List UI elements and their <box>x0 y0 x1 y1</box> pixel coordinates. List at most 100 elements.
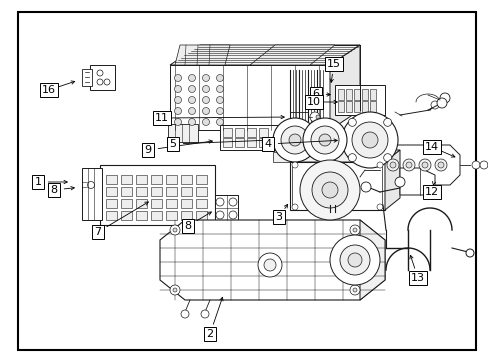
Circle shape <box>402 159 414 171</box>
Polygon shape <box>289 162 384 210</box>
Circle shape <box>405 162 411 168</box>
Bar <box>325 211 337 217</box>
Bar <box>353 89 359 100</box>
Circle shape <box>181 310 189 318</box>
Circle shape <box>188 96 195 104</box>
Bar <box>168 124 198 142</box>
Bar <box>151 211 162 220</box>
Circle shape <box>318 134 330 146</box>
Circle shape <box>216 118 223 126</box>
Bar <box>220 125 278 150</box>
Text: 5: 5 <box>169 139 176 149</box>
Circle shape <box>352 288 356 292</box>
Circle shape <box>361 132 377 148</box>
Polygon shape <box>379 145 459 185</box>
Circle shape <box>173 288 177 292</box>
Text: 6: 6 <box>312 89 319 99</box>
Bar <box>165 175 177 184</box>
Text: 1: 1 <box>35 177 41 187</box>
Polygon shape <box>82 168 102 220</box>
Bar <box>121 187 132 196</box>
Polygon shape <box>359 220 384 300</box>
Circle shape <box>437 162 443 168</box>
Circle shape <box>174 75 181 81</box>
Circle shape <box>188 108 195 114</box>
Bar <box>165 211 177 220</box>
Circle shape <box>347 253 361 267</box>
Bar <box>259 138 267 147</box>
Circle shape <box>216 75 223 81</box>
Circle shape <box>376 162 382 168</box>
Polygon shape <box>399 168 434 195</box>
Bar <box>151 187 162 196</box>
Polygon shape <box>249 45 334 65</box>
Bar <box>151 175 162 184</box>
Text: 11: 11 <box>155 113 169 123</box>
Circle shape <box>471 161 479 169</box>
Circle shape <box>258 253 282 277</box>
Circle shape <box>97 70 103 76</box>
Circle shape <box>202 118 209 126</box>
Polygon shape <box>289 150 399 162</box>
Circle shape <box>321 182 337 198</box>
Text: 16: 16 <box>42 85 56 95</box>
Bar <box>121 175 132 184</box>
Circle shape <box>479 161 487 169</box>
Bar <box>223 138 231 147</box>
Text: 8: 8 <box>50 185 58 195</box>
Bar <box>223 128 231 137</box>
Bar <box>369 101 375 112</box>
Circle shape <box>87 181 94 189</box>
Circle shape <box>434 159 446 171</box>
Bar <box>165 187 177 196</box>
Circle shape <box>202 96 209 104</box>
Circle shape <box>436 98 446 108</box>
Circle shape <box>188 86 195 93</box>
Circle shape <box>311 172 347 208</box>
Circle shape <box>386 159 398 171</box>
Bar <box>106 211 117 220</box>
Polygon shape <box>341 145 397 155</box>
Bar <box>136 211 147 220</box>
Bar <box>181 175 192 184</box>
Bar <box>246 138 256 147</box>
Circle shape <box>216 86 223 93</box>
Bar <box>151 199 162 208</box>
Circle shape <box>174 118 181 126</box>
Bar <box>361 101 367 112</box>
Circle shape <box>188 118 195 126</box>
Polygon shape <box>329 45 359 130</box>
Circle shape <box>173 228 177 232</box>
Text: 12: 12 <box>424 187 438 197</box>
Bar <box>136 199 147 208</box>
Circle shape <box>430 101 438 109</box>
Circle shape <box>418 159 430 171</box>
Circle shape <box>202 86 209 93</box>
Circle shape <box>329 235 379 285</box>
Polygon shape <box>90 65 115 90</box>
Circle shape <box>216 211 224 219</box>
Circle shape <box>281 126 308 154</box>
Polygon shape <box>175 45 229 65</box>
Bar <box>305 144 319 150</box>
Circle shape <box>174 86 181 93</box>
Text: 9: 9 <box>144 145 151 155</box>
Bar <box>136 175 147 184</box>
Polygon shape <box>170 65 329 130</box>
Circle shape <box>170 225 180 235</box>
Circle shape <box>347 154 356 162</box>
Circle shape <box>421 162 427 168</box>
Circle shape <box>394 177 404 187</box>
Polygon shape <box>170 45 359 65</box>
Polygon shape <box>215 195 238 220</box>
Bar <box>196 211 206 220</box>
Circle shape <box>170 285 180 295</box>
Bar <box>121 199 132 208</box>
Circle shape <box>389 162 395 168</box>
Bar <box>136 187 147 196</box>
Circle shape <box>349 285 359 295</box>
Polygon shape <box>82 175 100 195</box>
Circle shape <box>216 108 223 114</box>
Bar <box>106 199 117 208</box>
Circle shape <box>97 79 103 85</box>
